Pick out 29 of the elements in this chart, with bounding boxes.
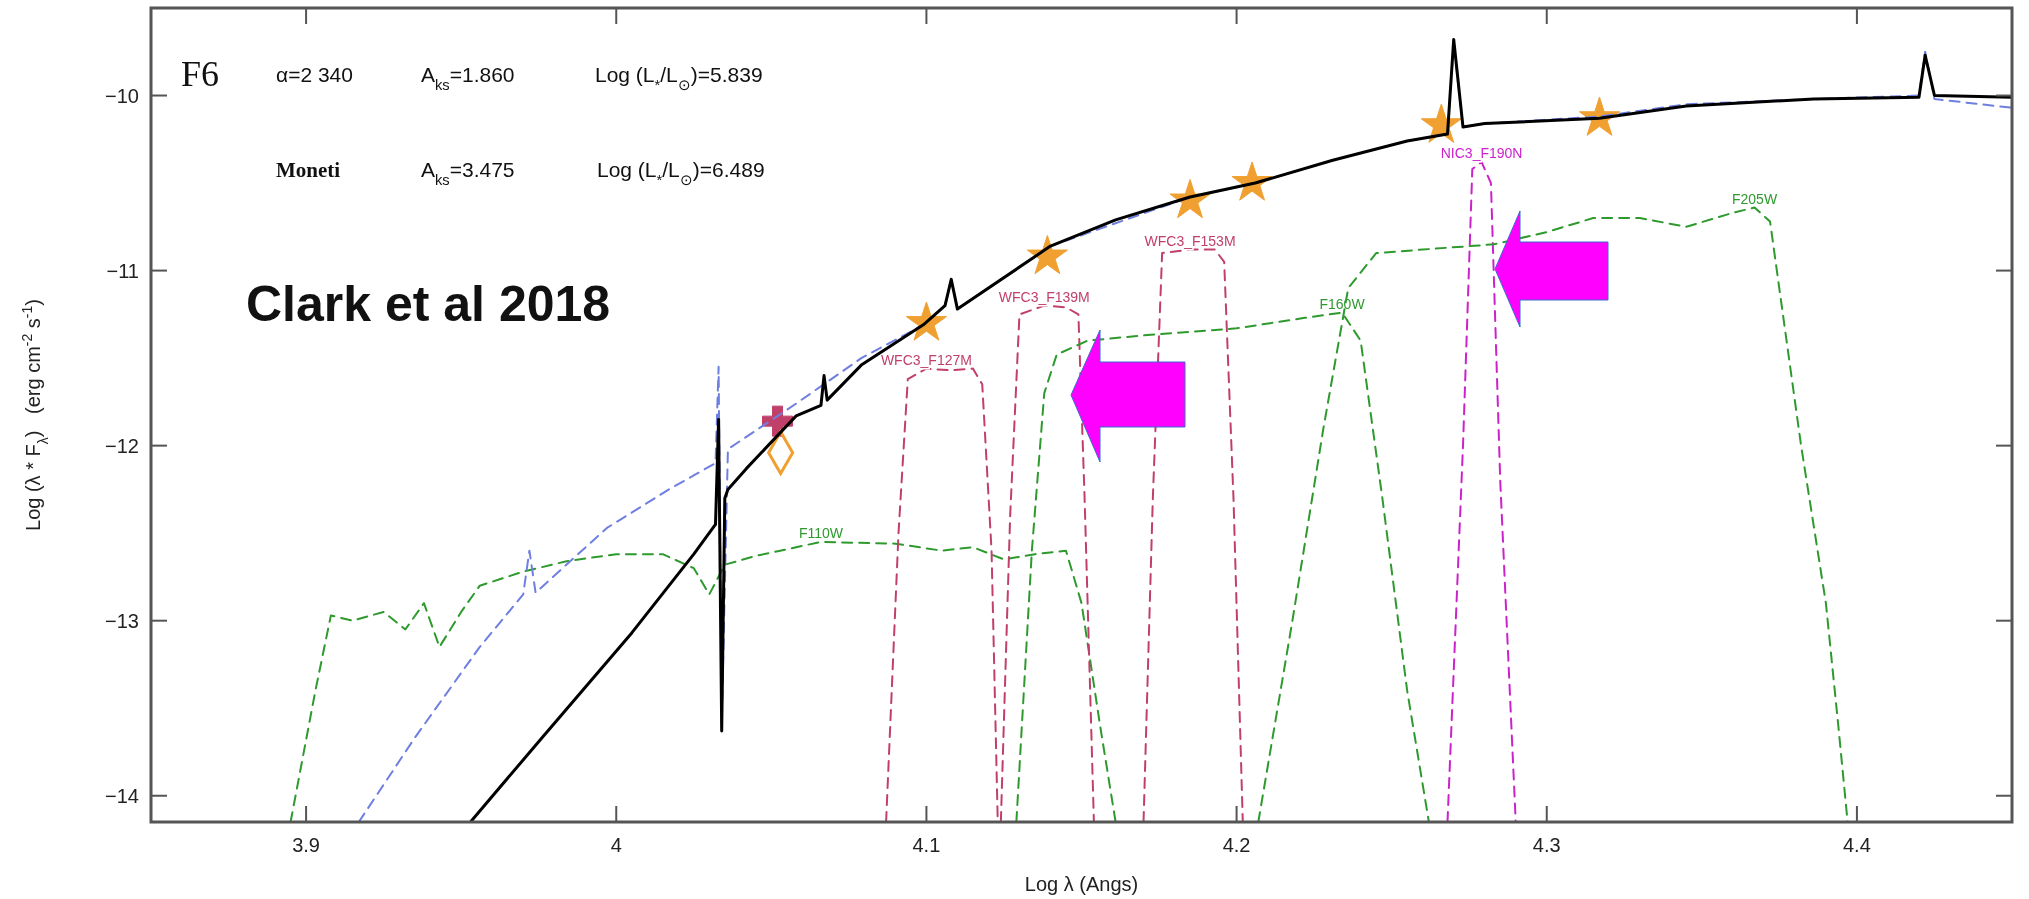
y-tick-label: −11 bbox=[106, 259, 139, 282]
x-tick-label: 4.2 bbox=[1222, 834, 1251, 856]
series-label: F160W bbox=[1319, 295, 1366, 312]
annotation: A$_{ks}$=1.860 bbox=[421, 63, 515, 93]
x-tick-label: 3.9 bbox=[292, 834, 320, 856]
x-tick-label: 4.3 bbox=[1532, 834, 1561, 856]
annotation: Log (L$_{*}$/L$_{⊙}$)=5.839 bbox=[595, 63, 763, 93]
series-label: WFC3_F139M bbox=[998, 288, 1090, 305]
line-series bbox=[1446, 161, 1517, 822]
x-axis-title: Log λ (Angs) bbox=[1024, 873, 1139, 895]
series-label: WFC3_F153M bbox=[1144, 232, 1236, 249]
y-tick-label: −10 bbox=[105, 84, 139, 107]
y-tick-label: −13 bbox=[105, 609, 139, 632]
y-tick-label: −14 bbox=[105, 784, 139, 807]
series-label: WFC3_F127M bbox=[880, 351, 972, 368]
x-tick-label: 4 bbox=[610, 834, 622, 856]
x-tick-label: 4.1 bbox=[912, 834, 941, 856]
series-label: F110W bbox=[798, 524, 844, 541]
x-tick-label: 4.4 bbox=[1843, 834, 1871, 856]
line-series bbox=[1142, 248, 1244, 822]
annotation: A$_{ks}$=3.475 bbox=[421, 158, 515, 188]
y-tick-label: −12 bbox=[105, 434, 139, 457]
annotation: Moneti bbox=[276, 158, 341, 182]
annotation: α=2 340 bbox=[276, 63, 353, 86]
annotation: F6 bbox=[181, 54, 220, 94]
annotation: Clark et al 2018 bbox=[246, 276, 611, 332]
series-label: F205W bbox=[1732, 190, 1778, 207]
series-label: NIC3_F190N bbox=[1440, 145, 1523, 162]
annotation: Log (L$_{*}$/L$_{⊙}$)=6.489 bbox=[597, 158, 765, 188]
